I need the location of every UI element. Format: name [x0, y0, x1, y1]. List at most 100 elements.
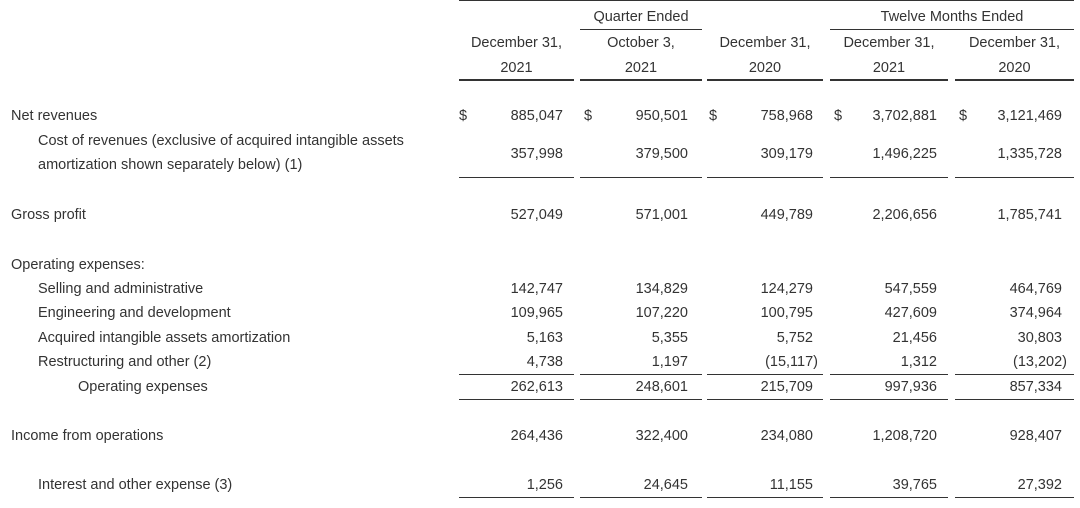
total-rule [955, 399, 1074, 400]
cell-value: (15,117) [765, 354, 818, 370]
cell-value: 124,279 [760, 281, 813, 297]
cell-value: 39,765 [892, 477, 937, 493]
col-header-3-rule [707, 79, 823, 81]
total-rule [580, 399, 702, 400]
cell-value: 758,968 [760, 108, 813, 124]
col-header-1-line1: December 31, [470, 35, 563, 51]
cell-value: 928,407 [1009, 428, 1062, 444]
cell-value: 374,964 [1009, 305, 1062, 321]
cell-value: 571,001 [635, 207, 688, 223]
row-label-interest-other-expense: Interest and other expense (3) [38, 477, 233, 493]
col-header-3-line1: December 31, [719, 35, 811, 51]
cell-value: 950,501 [635, 108, 688, 124]
subtotal-rule [830, 177, 948, 178]
bottom-rule [707, 497, 823, 498]
cell-value: 215,709 [760, 379, 813, 395]
col-header-3-line2: 2020 [748, 60, 782, 76]
cell-value: 30,803 [1017, 330, 1062, 346]
row-label-gross-profit: Gross profit [11, 207, 86, 223]
cell-value: 309,179 [760, 146, 813, 162]
cell-value: 5,163 [526, 330, 563, 346]
currency-symbol: $ [959, 108, 968, 124]
cell-value: 464,769 [1009, 281, 1062, 297]
cell-value: 527,049 [510, 207, 563, 223]
cell-value: 357,998 [510, 146, 563, 162]
subtotal-rule [707, 177, 823, 178]
cell-value: 449,789 [760, 207, 813, 223]
col-header-4-line2: 2021 [872, 60, 906, 76]
cell-value: 547,559 [884, 281, 937, 297]
col-header-2-rule [580, 79, 702, 81]
subtotal-rule [955, 177, 1074, 178]
total-rule [830, 399, 948, 400]
row-label-net-revenues: Net revenues [11, 108, 98, 124]
cell-value: 997,936 [884, 379, 937, 395]
cell-value: 1,496,225 [872, 146, 937, 162]
cell-value: 107,220 [635, 305, 688, 321]
row-label-operating-expenses-total: Operating expenses [78, 379, 208, 395]
cell-value: 142,747 [510, 281, 563, 297]
col-header-2-line1: October 3, [607, 35, 675, 51]
row-label-cost-of-revenues-line1: Cost of revenues (exclusive of acquired … [38, 133, 404, 149]
currency-symbol: $ [459, 108, 468, 124]
section-label-operating-expenses: Operating expenses: [11, 257, 145, 273]
currency-symbol: $ [709, 108, 718, 124]
bottom-rule [459, 497, 574, 498]
cell-value: 322,400 [635, 428, 688, 444]
cell-value: 21,456 [892, 330, 937, 346]
row-label-restructuring-other: Restructuring and other (2) [38, 354, 212, 370]
group-rule-quarter [580, 29, 702, 30]
cell-value: 427,609 [884, 305, 937, 321]
bottom-rule [955, 497, 1074, 498]
subtotal-rule [459, 177, 574, 178]
cell-value: 1,785,741 [997, 207, 1062, 223]
subtotal-rule [459, 374, 574, 375]
col-header-5-line1: December 31, [968, 35, 1061, 51]
header-top-rule [459, 0, 1074, 1]
cell-value: 134,829 [635, 281, 688, 297]
row-label-cost-of-revenues-line2: amortization shown separately below) (1) [38, 157, 303, 173]
cell-value: 27,392 [1017, 477, 1062, 493]
subtotal-rule [955, 374, 1074, 375]
row-label-engineering-development: Engineering and development [38, 305, 231, 321]
total-rule [459, 399, 574, 400]
group-header-twelve-months: Twelve Months Ended [880, 9, 1024, 25]
group-rule-twelve-months [830, 29, 1074, 30]
cell-value: 100,795 [760, 305, 813, 321]
row-label-selling-admin: Selling and administrative [38, 281, 204, 297]
col-header-1-line2: 2021 [500, 60, 533, 76]
cell-value: 1,197 [651, 354, 688, 370]
cell-value: 1,312 [900, 354, 937, 370]
group-header-quarter: Quarter Ended [593, 9, 689, 25]
cell-value: 1,335,728 [997, 146, 1062, 162]
cell-value: 1,256 [526, 477, 563, 493]
cell-value: 3,121,469 [997, 108, 1062, 124]
cell-value: 1,208,720 [872, 428, 937, 444]
cell-value: 24,645 [643, 477, 688, 493]
currency-symbol: $ [584, 108, 593, 124]
cell-value: 885,047 [510, 108, 563, 124]
subtotal-rule [580, 374, 702, 375]
subtotal-rule [830, 374, 948, 375]
col-header-4-rule [830, 79, 948, 81]
cell-value: 262,613 [510, 379, 563, 395]
subtotal-rule [580, 177, 702, 178]
row-label-income-from-operations: Income from operations [11, 428, 164, 444]
bottom-rule [580, 497, 702, 498]
col-header-2-line2: 2021 [624, 60, 658, 76]
row-label-acquired-intangible-amortization: Acquired intangible assets amortization [38, 330, 291, 346]
cell-value: 234,080 [760, 428, 813, 444]
cell-value: 109,965 [510, 305, 563, 321]
cell-value: 248,601 [635, 379, 688, 395]
col-header-4-line1: December 31, [843, 35, 935, 51]
cell-value: 5,752 [776, 330, 813, 346]
subtotal-rule [707, 374, 823, 375]
col-header-1-rule [459, 79, 574, 81]
cell-value: 379,500 [635, 146, 688, 162]
cell-value: (13,202) [1012, 354, 1067, 370]
cell-value: 5,355 [651, 330, 688, 346]
currency-symbol: $ [834, 108, 843, 124]
total-rule [707, 399, 823, 400]
col-header-5-line2: 2020 [998, 60, 1031, 76]
